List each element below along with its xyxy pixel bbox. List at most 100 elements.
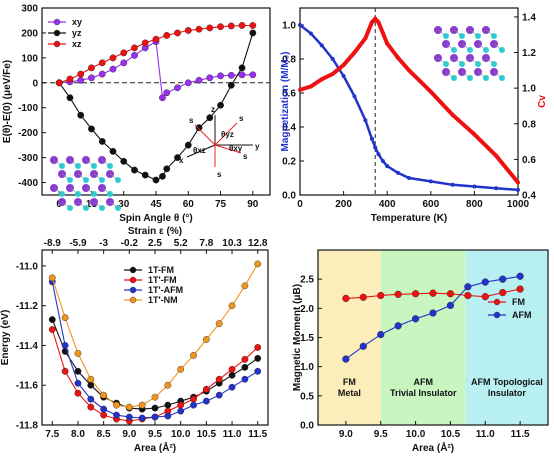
series-yz-point [184, 141, 192, 149]
series-cv-point [369, 20, 374, 25]
series-3-legend-label: 1T'-NM [148, 295, 178, 305]
series-xy-point [88, 74, 95, 82]
series-0-point [254, 354, 262, 362]
series-xz-point [249, 22, 257, 29]
y-tick-label: -300 [18, 153, 38, 164]
lattice-bond [69, 187, 79, 195]
lattice-bond [109, 173, 119, 181]
x-tick-label: 0 [297, 199, 303, 210]
top-tick-label: 12.8 [248, 238, 268, 249]
y-tick-label: -11.4 [16, 341, 39, 352]
phase-region-2 [465, 250, 548, 425]
y-tick-label: 300 [21, 4, 38, 15]
series-3-point [177, 365, 185, 373]
x-tick-label: 9.5 [374, 429, 388, 440]
series-0-point [151, 404, 159, 412]
phase-region-0 [318, 250, 381, 425]
series-2-point [61, 342, 69, 349]
series-3-point [241, 282, 249, 290]
series-magnetization-point [308, 31, 313, 36]
series-cv-point [428, 89, 433, 94]
series-fm-point [464, 291, 472, 300]
series-xz-point [217, 23, 224, 31]
series-magnetization-point [472, 184, 477, 189]
series-2-point [215, 391, 223, 399]
lattice-bond [53, 187, 63, 195]
series-3-point [254, 260, 262, 268]
lattice-bond [485, 57, 495, 65]
series-xz-point [88, 64, 95, 72]
x-tick-label: 10.0 [171, 429, 191, 440]
lattice-atom-metal [443, 61, 449, 67]
lattice-bond [469, 29, 479, 37]
series-1-point [215, 375, 223, 383]
top-tick-label: -8.9 [44, 238, 62, 249]
lattice-bond [445, 43, 455, 51]
lattice-bond [445, 71, 455, 79]
series-yz-point [159, 172, 166, 180]
y-tick-label: 0.6 [282, 89, 296, 100]
inset-spin-vector [194, 124, 216, 146]
x-axis-label: Temperature (K) [371, 213, 448, 224]
series-yz-point [120, 157, 128, 165]
series-yz-point [98, 137, 106, 145]
y-right-tick-label: 1.0 [522, 84, 536, 95]
series-fm-point [394, 290, 402, 298]
lattice-bond [493, 43, 503, 51]
series-xz-point [55, 79, 63, 87]
x-tick-label: 600 [422, 199, 439, 210]
inset-label: θxz [193, 146, 206, 155]
series-yz-point [249, 29, 257, 37]
series-3-point [100, 391, 108, 399]
series-yz-legend-label: yz [72, 28, 82, 38]
y-right-tick-label: 0.6 [522, 155, 536, 166]
y-tick-label: 0.8 [282, 55, 296, 66]
y-axis-label: Energy (eV) [0, 310, 11, 366]
series-fm-point [481, 293, 489, 301]
series-yz-point [217, 101, 224, 109]
x-tick-label: 75 [215, 199, 227, 210]
series-xy-point [98, 70, 106, 78]
top-tick-label: 10.3 [222, 238, 242, 249]
series-xz-point [120, 49, 128, 57]
series-magnetization-point [369, 136, 374, 141]
series-3-point [61, 314, 69, 322]
series-afm-point [411, 315, 420, 323]
inset-label: z [211, 105, 215, 114]
series-fm-point [411, 290, 420, 298]
phase-region-label: Metal [338, 388, 361, 398]
series-fm-point [377, 291, 385, 300]
y-tick-label: -11.0 [16, 261, 39, 272]
series-afm-point [481, 278, 489, 286]
series-xy-point [206, 74, 214, 82]
series-0-point [74, 367, 82, 375]
series-2-point [254, 367, 262, 375]
series-xy-point [238, 71, 246, 79]
series-3-point [138, 401, 146, 409]
x-tick-label: 11.0 [223, 429, 242, 440]
series-cv-point [396, 55, 401, 60]
series-xy-point [77, 76, 85, 84]
lattice-bond [453, 57, 463, 65]
x-tick-label: 11.0 [476, 429, 495, 440]
series-cv-line [299, 16, 520, 184]
series-1-point [87, 403, 95, 411]
series-cv-point [407, 68, 411, 73]
series-3-point [125, 403, 133, 411]
series-1-point [100, 411, 108, 419]
top-tick-label: -3 [99, 238, 108, 249]
series-fm-point [516, 285, 524, 293]
series-yz-point [109, 147, 117, 155]
y-tick-label: 0.4 [282, 123, 296, 134]
series-fm-point [429, 289, 437, 297]
series-xz-line [59, 24, 253, 84]
series-1-point [61, 367, 69, 375]
series-xz-point [66, 75, 74, 83]
lattice-atom-metal [491, 61, 497, 67]
series-afm-point [342, 355, 350, 363]
x-axis-label: Area (Å²) [412, 441, 454, 454]
plot-frame [299, 7, 519, 196]
series-cv-point [330, 71, 335, 76]
series-fm-point [342, 294, 350, 303]
y-tick-label: -11.6 [16, 381, 39, 392]
